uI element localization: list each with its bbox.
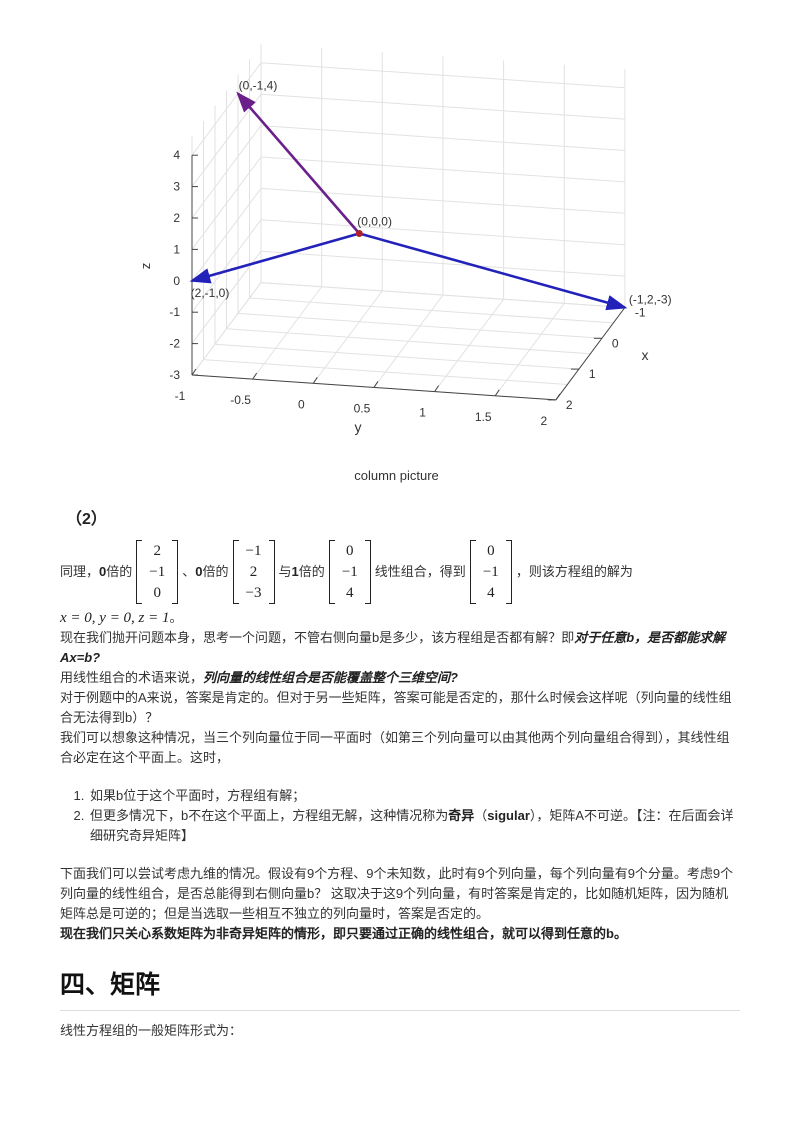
z-tick-label: 3 bbox=[173, 180, 180, 194]
z-tick-label: 2 bbox=[173, 211, 180, 225]
list-item: 但更多情况下，b不在这个平面上，方程组无解，这种情况称为奇异（sigular），… bbox=[88, 806, 740, 846]
grid-line bbox=[237, 312, 602, 339]
y-tick bbox=[252, 372, 258, 380]
grid-line bbox=[191, 188, 262, 282]
y-axis-label: y bbox=[355, 419, 362, 435]
matrix-col1: 2 −1 0 bbox=[136, 540, 179, 604]
x-axis-label: x bbox=[642, 347, 649, 363]
grid-line bbox=[260, 125, 625, 151]
vector-label: (2,-1,0) bbox=[191, 286, 230, 300]
grid-line bbox=[260, 219, 625, 246]
z-tick-label: 0 bbox=[173, 274, 180, 288]
y-tick-label: -0.5 bbox=[230, 393, 251, 407]
column-picture-figure: -3 -2 -1 0 1 2 3 4 -1 -0.5 0 0.5 1 1.5 2 -1 0 1 2 z y x (2,-1,… bbox=[138, 43, 672, 435]
text: 与 bbox=[278, 564, 292, 579]
origin-label: (0,0,0) bbox=[357, 215, 392, 229]
text: 倍的 bbox=[106, 564, 133, 579]
figure-caption: column picture bbox=[354, 468, 439, 483]
z-tick-label: -1 bbox=[169, 305, 180, 319]
grid-line bbox=[260, 250, 625, 277]
grid-line bbox=[191, 219, 262, 313]
text: 线性组合，得到 bbox=[374, 564, 466, 579]
z-tick-label: -2 bbox=[169, 337, 180, 351]
grid-line bbox=[260, 156, 625, 183]
vector-label: (-1,2,-3) bbox=[629, 293, 672, 307]
subsection-number: （2） bbox=[66, 511, 107, 528]
z-tick-label: 4 bbox=[173, 148, 180, 162]
grid-line bbox=[214, 343, 579, 370]
text: ，则该方程组的解为 bbox=[515, 564, 633, 579]
grid-line bbox=[260, 187, 625, 214]
z-axis-label: z bbox=[138, 263, 153, 270]
grid-line bbox=[191, 156, 262, 250]
paragraph-nonsingular: 现在我们只关心系数矩阵为非奇异矩阵的情形，即只要通过正确的线性组合，就可以得到任… bbox=[60, 926, 627, 941]
paragraph-answer: 对于例题中的A来说，答案是肯定的。但对于另一些矩阵，答案可能是否定的，那什么时候… bbox=[60, 690, 732, 725]
grid-line bbox=[249, 297, 614, 324]
grid-line bbox=[260, 62, 625, 89]
x-tick-label: 1 bbox=[589, 367, 596, 381]
paragraph-plane: 我们可以想象这种情况，当三个列向量位于同一平面时（如第三个列向量可以由其他两个列… bbox=[60, 730, 730, 765]
y-tick-label: 1 bbox=[419, 406, 426, 420]
grid-line bbox=[203, 359, 568, 385]
x-tick-label: 2 bbox=[566, 398, 573, 412]
vector-arrow bbox=[236, 91, 361, 235]
y-tick-label: 0 bbox=[298, 397, 305, 411]
text: 倍的 bbox=[202, 564, 229, 579]
paragraph-span: 用线性组合的术语来说，列向量的线性组合是否能覆盖整个三维空间? bbox=[60, 670, 458, 685]
cases-list: 如果b位于这个平面时，方程组有解； 但更多情况下，b不在这个平面上，方程组无解，… bbox=[60, 786, 740, 846]
x-axis bbox=[555, 307, 626, 401]
coef: 0 bbox=[99, 564, 107, 579]
y-tick-label: 2 bbox=[541, 414, 548, 428]
grid-line bbox=[260, 282, 625, 308]
text: 倍的 bbox=[298, 564, 325, 579]
text: 同理， bbox=[60, 564, 100, 579]
solution-line: x = 0, y = 0, z = 1。 bbox=[60, 610, 183, 626]
origin-point bbox=[355, 230, 363, 237]
section-heading: 四、矩阵 bbox=[60, 968, 740, 1011]
grid-line bbox=[191, 62, 262, 156]
y-tick bbox=[312, 377, 318, 384]
vector-arrow bbox=[189, 232, 360, 284]
y-tick bbox=[191, 368, 197, 376]
y-tick-label: 1.5 bbox=[475, 410, 492, 424]
y-tick-label: 0.5 bbox=[354, 401, 371, 415]
coef: 0 bbox=[195, 564, 203, 579]
text: 、 bbox=[182, 564, 196, 579]
y-tick bbox=[555, 393, 561, 401]
grid-line bbox=[191, 250, 262, 344]
paragraph-nine-dim: 下面我们可以尝试考虑九维的情况。假设有9个方程、9个未知数，此时有9个列向量，每… bbox=[60, 866, 734, 921]
solution-math: x = 0, y = 0, z = 1 bbox=[60, 610, 170, 626]
z-tick-label: 1 bbox=[173, 242, 180, 256]
z-tick-label: -3 bbox=[169, 368, 180, 382]
y-tick bbox=[494, 389, 500, 397]
matrix-result: 0 −1 4 bbox=[469, 540, 512, 604]
paragraph-matrix-form: 线性方程组的一般矩阵形式为： bbox=[60, 1023, 243, 1038]
matrix-col2: −1 2 −3 bbox=[232, 540, 275, 604]
grid-line bbox=[191, 125, 262, 219]
paragraph-question: 现在我们抛开问题本身，思考一个问题，不管右侧向量b是多少，该方程组是否都有解？即… bbox=[60, 630, 726, 665]
x-tick-label: 0 bbox=[612, 336, 619, 350]
y-tick bbox=[373, 381, 379, 388]
grid-line bbox=[226, 328, 591, 355]
coef: 1 bbox=[291, 564, 299, 579]
vector-label: (0,-1,4) bbox=[239, 79, 278, 93]
matrix-col3: 0 −1 4 bbox=[328, 540, 371, 604]
y-tick bbox=[434, 385, 440, 392]
grid-line bbox=[260, 93, 625, 120]
vector-arrow bbox=[358, 232, 628, 311]
x-tick-label: -1 bbox=[635, 306, 646, 320]
list-item: 如果b位于这个平面时，方程组有解； bbox=[88, 786, 740, 806]
y-tick-label: -1 bbox=[175, 389, 186, 403]
